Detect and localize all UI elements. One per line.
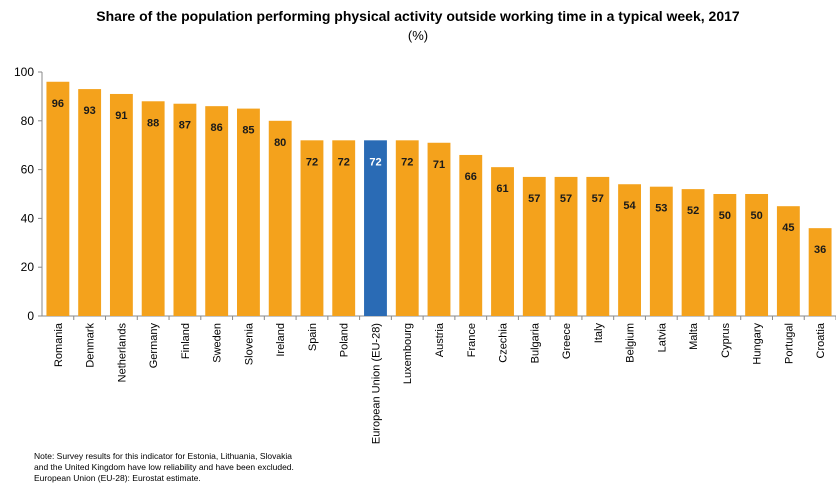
y-tick-label: 40: [21, 211, 35, 225]
footnote: Note: Survey results for this indicator …: [34, 451, 294, 484]
data-label: 57: [528, 193, 540, 205]
x-tick-label: Slovenia: [243, 322, 255, 365]
x-tick-label: Greece: [561, 323, 573, 359]
x-tick-label: Finland: [180, 323, 192, 359]
y-tick-label: 80: [21, 114, 35, 128]
x-tick-label: Cyprus: [720, 323, 732, 358]
x-tick-label: Belgium: [625, 323, 637, 363]
x-tick-label: France: [466, 323, 478, 357]
data-label: 53: [655, 203, 667, 215]
bar: [808, 228, 832, 316]
bar: [491, 167, 514, 316]
data-label: 86: [211, 122, 223, 134]
y-tick-label: 0: [27, 309, 34, 323]
data-label: 85: [242, 125, 254, 137]
y-tick-label: 20: [21, 260, 35, 274]
bar: [46, 81, 70, 316]
data-label: 45: [782, 222, 794, 234]
x-tick-label: Czechia: [498, 322, 510, 363]
data-label: 50: [719, 210, 731, 222]
data-label: 50: [750, 210, 762, 222]
chart-subtitle: (%): [407, 28, 429, 43]
x-tick-label: European Union (EU-28): [370, 323, 382, 444]
bar: [427, 142, 451, 316]
x-tick-label: Latvia: [656, 322, 668, 352]
x-tick-label: Luxembourg: [402, 323, 414, 384]
bar: [237, 108, 260, 316]
x-tick-label: Malta: [688, 322, 700, 350]
bar: [205, 106, 229, 316]
footnote-line: Note: Survey results for this indicator …: [34, 451, 292, 461]
x-tick-label: Romania: [53, 322, 65, 367]
x-tick-label: Netherlands: [116, 323, 128, 383]
x-tick-label: Germany: [148, 323, 160, 369]
data-label: 57: [592, 193, 604, 205]
x-tick-label: Bulgaria: [529, 322, 541, 363]
bar: [681, 189, 705, 316]
bar: [395, 140, 419, 316]
bar: [141, 101, 165, 316]
data-label: 61: [496, 183, 508, 195]
data-label: 72: [306, 156, 318, 168]
y-tick-label: 60: [21, 163, 35, 177]
x-tick-label: Sweden: [212, 323, 224, 363]
bar: [776, 206, 800, 316]
data-label: 57: [560, 193, 572, 205]
bar: [618, 184, 641, 316]
data-label: 88: [147, 117, 159, 129]
x-tick-label: Hungary: [752, 323, 764, 365]
data-label: 87: [179, 120, 191, 132]
x-tick-label: Ireland: [275, 323, 287, 357]
bar: [109, 93, 133, 317]
bar: [173, 103, 197, 316]
data-label: 91: [115, 110, 127, 122]
bar: [713, 194, 737, 316]
data-label: 80: [274, 137, 286, 149]
x-tick-label: Austria: [434, 322, 446, 357]
data-label: 72: [338, 156, 350, 168]
bar: [332, 140, 356, 316]
data-label: 93: [84, 105, 96, 117]
chart-title: Share of the population performing physi…: [96, 8, 740, 24]
bar: [522, 176, 546, 316]
bar: [554, 176, 578, 316]
bar: [649, 186, 673, 316]
y-tick-label: 100: [14, 65, 34, 79]
data-label: 72: [369, 156, 381, 168]
data-label: 54: [623, 200, 636, 212]
footnote-line: and the United Kingdom have low reliabil…: [34, 462, 294, 472]
data-label: 52: [687, 205, 699, 217]
x-tick-label: Poland: [339, 323, 351, 357]
data-label: 72: [401, 156, 413, 168]
bar: [300, 140, 324, 316]
data-label: 66: [465, 171, 477, 183]
footnote-line: European Union (EU-28): Eurostat estimat…: [34, 473, 201, 483]
x-tick-label: Denmark: [85, 323, 97, 368]
bar: [459, 154, 483, 316]
bar: [78, 89, 102, 316]
data-label: 36: [814, 244, 826, 256]
bar: [745, 194, 769, 316]
bar: [586, 176, 610, 316]
x-tick-label: Portugal: [783, 323, 795, 364]
data-label: 71: [433, 159, 445, 171]
data-label: 96: [52, 98, 64, 110]
bar: [364, 140, 387, 316]
x-tick-label: Croatia: [815, 322, 827, 358]
x-tick-label: Spain: [307, 323, 319, 351]
x-tick-label: Italy: [593, 323, 605, 344]
bar: [268, 120, 292, 316]
